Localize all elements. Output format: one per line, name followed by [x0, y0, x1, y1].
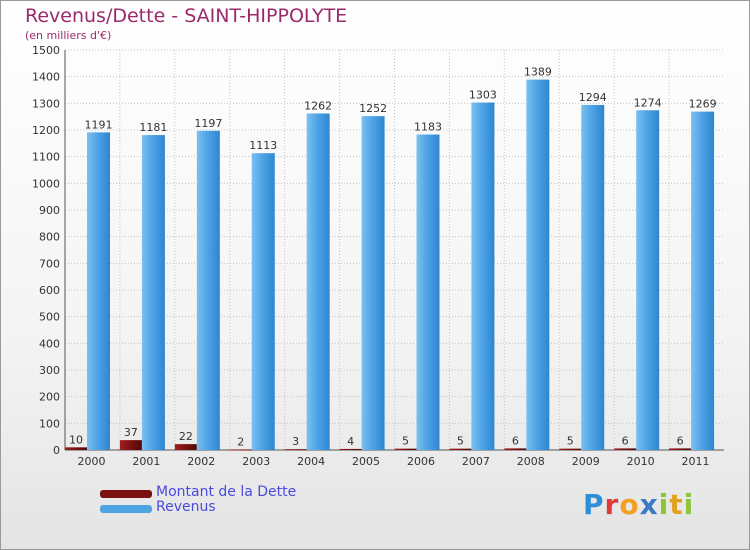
bar-revenus: [416, 134, 440, 451]
bar-dette: [504, 448, 527, 450]
x-tick-label: 2006: [407, 455, 435, 468]
y-tick-label: 1400: [32, 71, 60, 84]
logo-letter: i: [683, 488, 695, 521]
data-label-revenus: 1274: [634, 96, 662, 109]
bar-dette: [614, 448, 637, 450]
y-tick-label: 1500: [32, 44, 60, 57]
data-label-revenus: 1191: [85, 118, 113, 131]
bar-dette: [284, 449, 307, 451]
x-tick-label: 2011: [682, 455, 710, 468]
x-tick-label: 2001: [132, 455, 160, 468]
bars: [65, 79, 715, 451]
y-tick-label: 100: [39, 417, 60, 430]
data-label-dette: 6: [512, 434, 519, 447]
y-tick-label: 0: [53, 444, 60, 457]
bar-dette: [119, 440, 142, 450]
data-label-dette: 6: [677, 434, 684, 447]
bar-dette: [65, 447, 87, 450]
x-tick-label: 2007: [462, 455, 490, 468]
x-tick-label: 2008: [517, 455, 545, 468]
legend-swatch-revenus: [100, 505, 152, 513]
data-label-dette: 22: [179, 430, 193, 443]
logo-letter: r: [604, 488, 620, 521]
x-tick-label: 2005: [352, 455, 380, 468]
y-tick-label: 1100: [32, 151, 60, 164]
bar-revenus: [691, 111, 715, 450]
grid-lines: [65, 49, 724, 450]
data-label-revenus: 1389: [524, 66, 552, 79]
data-label-dette: 10: [69, 433, 83, 446]
y-tick-label: 1300: [32, 97, 60, 110]
y-tick-label: 300: [39, 364, 60, 377]
x-tick-label: 2003: [242, 455, 270, 468]
data-label-revenus: 1183: [414, 121, 442, 134]
data-label-revenus: 1269: [689, 98, 717, 111]
bar-dette: [449, 448, 472, 450]
tick-labels: 0 100 200 300 400 500 600 700 800 900 1000 1100 1200…: [32, 44, 710, 468]
data-label-dette: 2: [237, 435, 244, 448]
legend-label-dette: Montant de la Dette: [156, 484, 297, 500]
x-tick-label: 2009: [572, 455, 600, 468]
bar-revenus: [196, 130, 220, 451]
data-label-revenus: 1262: [304, 99, 332, 112]
proxiti-logo: Proxiti: [583, 488, 694, 521]
y-tick-label: 1000: [32, 177, 60, 190]
data-label-dette: 5: [402, 435, 409, 448]
logo-letter: t: [669, 488, 684, 521]
data-label-dette: 4: [347, 435, 354, 448]
bar-revenus: [471, 102, 495, 451]
y-tick-label: 400: [39, 337, 60, 350]
data-label-dette: 3: [292, 435, 299, 448]
y-tick-label: 900: [39, 204, 60, 217]
logo-letter: o: [619, 488, 640, 521]
x-tick-label: 2010: [627, 455, 655, 468]
bar-revenus: [526, 79, 550, 450]
data-label-revenus: 1113: [249, 139, 277, 152]
bar-revenus: [306, 113, 330, 450]
logo-letter: P: [583, 488, 605, 521]
legend-swatch-dette: [100, 490, 152, 498]
y-tick-label: 500: [39, 311, 60, 324]
bar-revenus: [141, 135, 165, 451]
chart-title: Revenus/Dette - SAINT-HIPPOLYTE: [25, 5, 348, 27]
data-label-dette: 5: [457, 435, 464, 448]
x-tick-label: 2000: [77, 455, 105, 468]
data-label-revenus: 1181: [139, 121, 167, 134]
bar-revenus: [251, 153, 275, 450]
data-label-revenus: 1294: [579, 91, 607, 104]
y-tick-label: 1200: [32, 124, 60, 137]
data-label-revenus: 1197: [194, 117, 222, 130]
x-tick-label: 2002: [187, 455, 215, 468]
bar-dette: [669, 448, 692, 450]
data-label-revenus: 1252: [359, 102, 387, 115]
legend-label-revenus: Revenus: [156, 499, 216, 515]
bar-revenus: [581, 104, 605, 450]
chart-subtitle: (en milliers d'€): [25, 29, 112, 42]
data-labels: 10 1191 37 1181 22 1197 2 1113 3 1262 4 1252 5 1183 5 1…: [69, 66, 717, 449]
data-label-dette: 5: [567, 435, 574, 448]
bar-dette: [394, 448, 417, 450]
bar-dette: [174, 444, 197, 450]
data-label-dette: 6: [622, 434, 629, 447]
bar-dette: [559, 448, 582, 450]
bar-dette: [229, 449, 252, 451]
y-tick-label: 200: [39, 391, 60, 404]
bar-revenus: [87, 132, 110, 450]
y-tick-label: 600: [39, 284, 60, 297]
y-tick-label: 700: [39, 257, 60, 270]
logo-letter: i: [658, 488, 670, 521]
bar-revenus: [361, 116, 385, 450]
bar-revenus: [636, 110, 660, 451]
data-label-dette: 37: [124, 426, 138, 439]
data-label-revenus: 1303: [469, 89, 497, 102]
bar-dette: [339, 448, 362, 450]
y-tick-label: 800: [39, 231, 60, 244]
logo-letter: x: [639, 488, 659, 521]
x-tick-label: 2004: [297, 455, 325, 468]
